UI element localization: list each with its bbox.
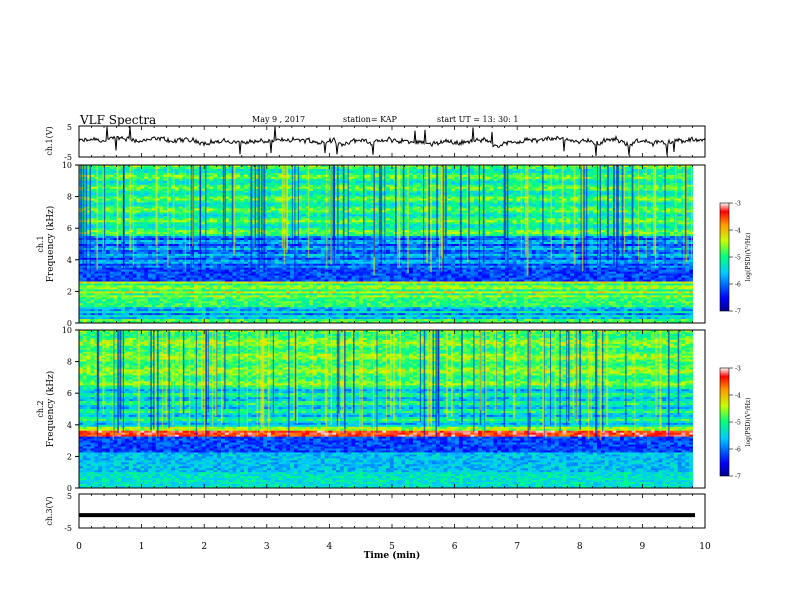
xtick-label: 9 (640, 542, 646, 552)
ch1-colorbar-label: log(PSD)(V²/Hz) (745, 233, 752, 282)
colorbar-tick: -5 (735, 420, 741, 427)
ch2-colorbar-gradient (719, 367, 730, 477)
x-axis: 0 1 2 3 4 5 6 7 8 9 10 (76, 126, 711, 552)
start-time-label: start UT = 13: 30: 1 (437, 115, 518, 124)
ch1-colorbar: log(PSD)(V²/Hz) -3 -4 -5 -6 -7 (719, 201, 752, 316)
xtick-label: 6 (452, 542, 458, 552)
ch2-spectrogram-panel: 0 2 4 6 8 10 ch.2 Frequency (kHz) (36, 326, 706, 493)
ytick-label: 4 (67, 256, 72, 265)
xtick-label: 3 (264, 542, 270, 552)
colorbar-tick: -6 (735, 282, 741, 289)
ch2-frequency-label: Frequency (kHz) (45, 371, 56, 448)
ytick-label: 8 (67, 193, 72, 202)
ch1-waveform-line (78, 126, 706, 156)
colorbar-tick: -7 (735, 474, 741, 481)
ytick-label: 10 (62, 161, 72, 170)
ytick-label: 2 (67, 287, 72, 296)
ch3-ytick-top: 5 (67, 492, 72, 501)
colorbar-tick: -3 (735, 366, 741, 373)
x-axis-label: Time (min) (364, 550, 421, 561)
ch1-yticks: 0 2 4 6 8 10 (62, 161, 79, 328)
station-label: station= KAP (343, 115, 397, 124)
ytick-label: 8 (67, 358, 72, 367)
colorbar-tick: -7 (735, 309, 741, 316)
ch1-ytick-bottom: -5 (64, 153, 72, 162)
ytick-label: 6 (67, 389, 72, 398)
xtick-label: 5 (389, 542, 395, 552)
ch1-spectrogram-image (79, 165, 705, 324)
colorbar-tick: -4 (735, 393, 741, 400)
ch2-colorbar-label: log(PSD)(V²/Hz) (745, 398, 752, 447)
colorbar-tick: -6 (735, 447, 741, 454)
ytick-label: 6 (67, 224, 72, 233)
xtick-label: 1 (139, 542, 145, 552)
colorbar-tick: -3 (735, 201, 741, 208)
ch2-channel-label: ch.2 (36, 400, 45, 417)
ch1-ytick-top: 5 (67, 123, 72, 132)
xtick-label: 0 (76, 542, 82, 552)
ch1-waveform-panel: 5 -5 ch.1(V) (45, 123, 706, 162)
ytick-label: 10 (62, 326, 72, 335)
ytick-label: 4 (67, 421, 72, 430)
xtick-label: 10 (699, 542, 711, 552)
xtick-label: 2 (201, 542, 207, 552)
ch1-ylabel: ch.1(V) (45, 126, 54, 155)
ch1-frequency-label: Frequency (kHz) (45, 206, 56, 283)
ch3-ytick-bottom: -5 (64, 524, 72, 533)
ytick-label: 0 (67, 484, 72, 493)
date-label: May 9 , 2017 (252, 115, 305, 124)
ch1-spectrogram-panel: 0 2 4 6 8 10 ch.1 Frequency (kHz) (36, 161, 706, 328)
xtick-label: 7 (514, 542, 520, 552)
xtick-label: 8 (577, 542, 583, 552)
ch3-waveform-panel: 5 -5 ch.3(V) (45, 492, 706, 533)
xtick-label: 4 (327, 542, 333, 552)
ch2-yticks: 0 2 4 6 8 10 (62, 326, 79, 493)
ytick-label: 0 (67, 319, 72, 328)
chart-title: VLF Spectra (80, 113, 156, 127)
colorbar-tick: -4 (735, 228, 741, 235)
ch1-channel-label: ch.1 (36, 235, 45, 252)
colorbar-tick: -5 (735, 255, 741, 262)
ch3-ylabel: ch.3(V) (45, 496, 54, 525)
ch2-colorbar: log(PSD)(V²/Hz) -3 -4 -5 -6 -7 (719, 366, 752, 481)
ytick-label: 2 (67, 452, 72, 461)
ch2-spectrogram-image (79, 330, 705, 489)
ch1-colorbar-gradient (719, 202, 730, 312)
